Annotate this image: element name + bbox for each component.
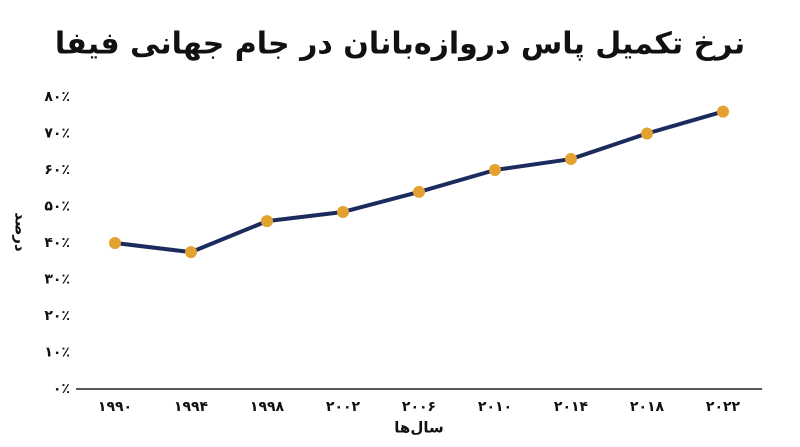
point	[337, 205, 349, 218]
y-tick-label: ۱۰٪	[44, 345, 70, 361]
x-axis-label: سال‌ها	[394, 419, 443, 437]
y-tick-label: ۸۰٪	[44, 89, 70, 105]
y-tick-label: ۴۰٪	[44, 235, 70, 251]
x-tick-label: ۱۹۹۰	[98, 399, 132, 415]
point	[413, 185, 425, 198]
x-tick-label: ۲۰۱۰	[478, 399, 512, 415]
y-tick-label: ۶۰٪	[44, 162, 70, 178]
line	[114, 109, 724, 255]
y-tick-label: ۳۰٪	[44, 272, 70, 288]
y-tick-label: ۵۰٪	[44, 199, 70, 215]
point	[717, 105, 729, 118]
y-tick-label: ۷۰٪	[44, 126, 70, 142]
y-tick-label: ۲۰٪	[44, 308, 70, 324]
y-tick-label: ۰٪	[53, 381, 70, 397]
point	[489, 164, 501, 176]
chart-title: نرخ تکمیل پاس دروازه‌بانان در جام جهانی …	[55, 27, 745, 62]
point	[641, 127, 653, 140]
point	[109, 237, 121, 249]
x-tick-label: ۲۰۱۸	[630, 399, 665, 415]
x-tick-label: ۲۰۰۶	[402, 399, 436, 415]
x-tick-label: ۲۰۱۴	[554, 399, 589, 415]
point	[185, 246, 197, 259]
point	[565, 153, 577, 166]
x-tick-label: ۱۹۹۴	[174, 399, 209, 415]
x-tick-label: ۱۹۹۸	[250, 399, 285, 415]
x-tick-label: ۲۰۰۲	[326, 399, 361, 415]
y-axis-label: درصد	[12, 212, 30, 252]
x-tick-label: ۲۰۲۲	[706, 399, 741, 415]
point	[261, 215, 273, 228]
